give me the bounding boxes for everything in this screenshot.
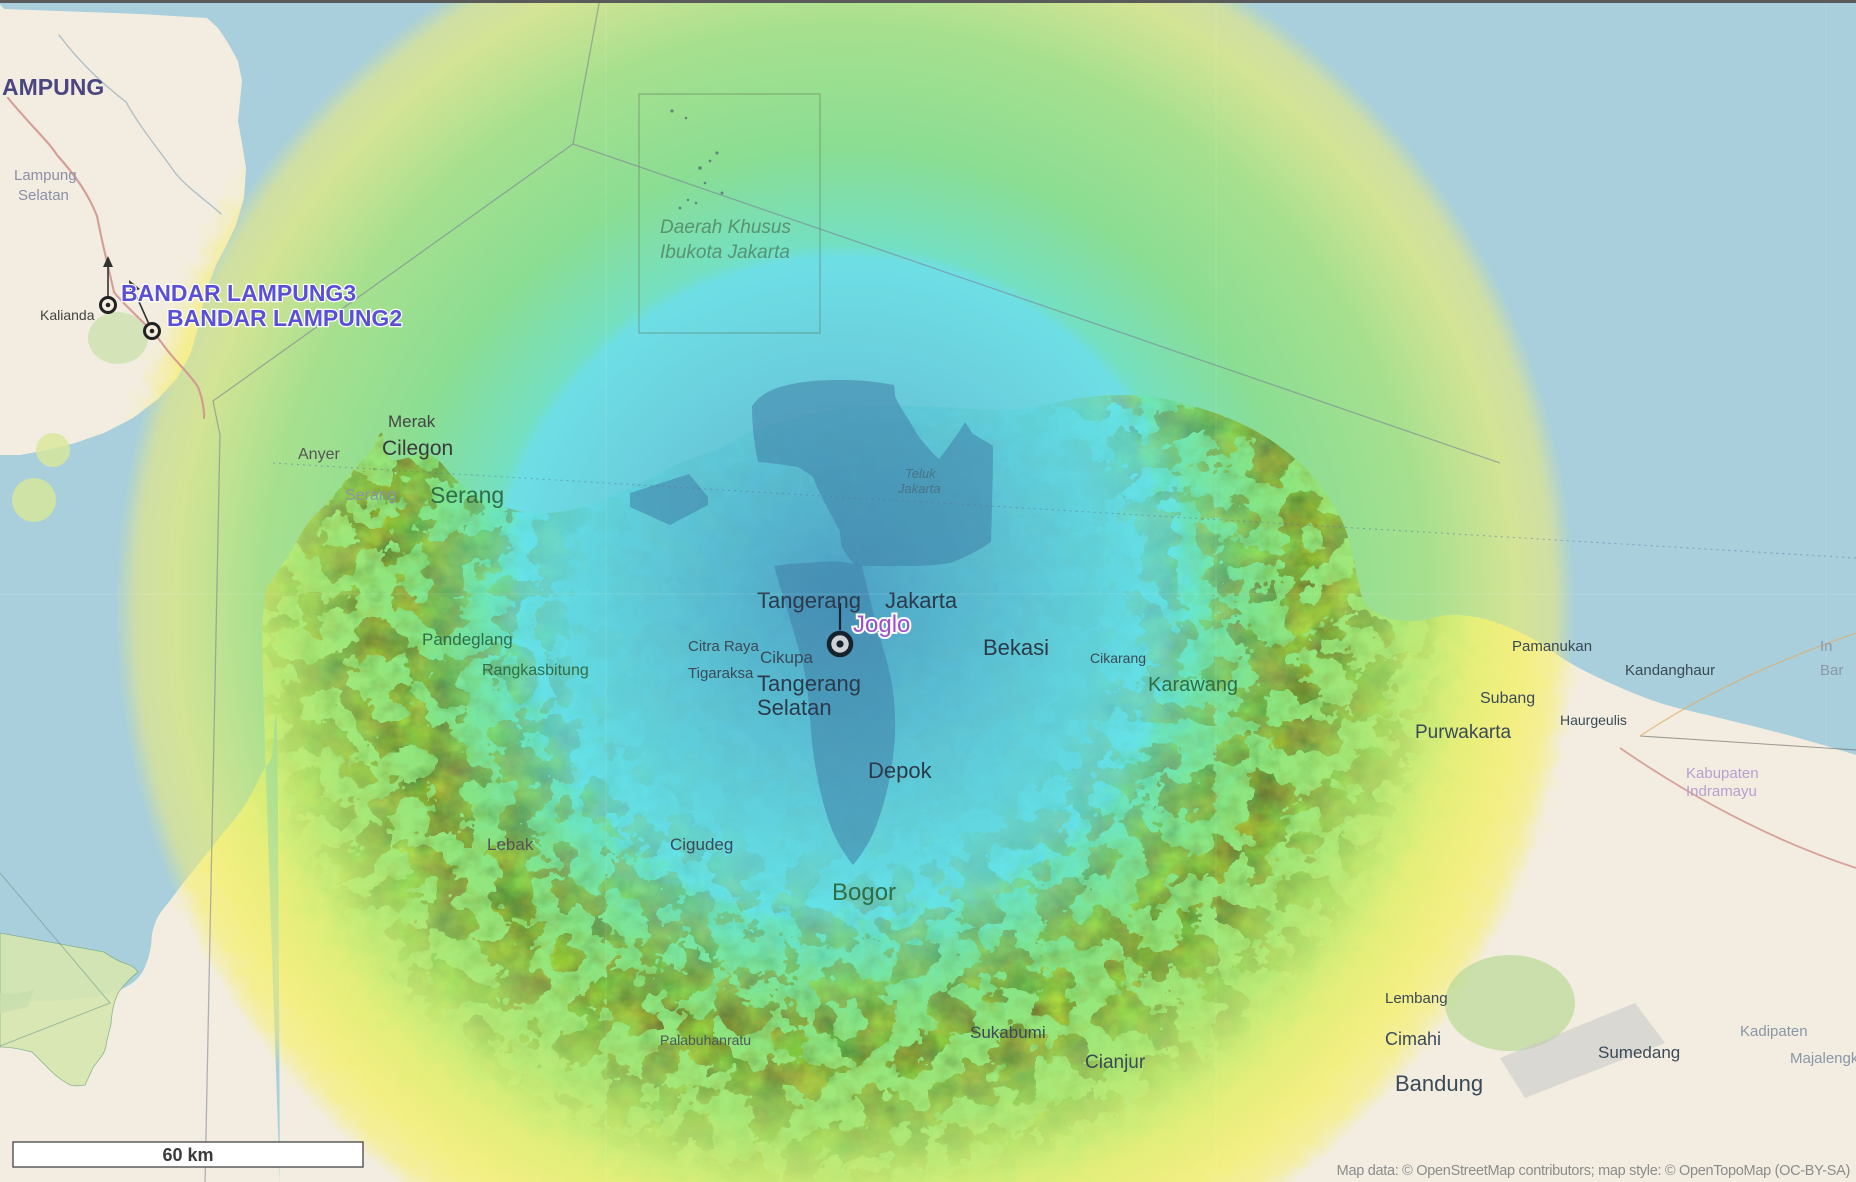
svg-text:Bandung: Bandung bbox=[1395, 1071, 1483, 1096]
svg-text:Lembang: Lembang bbox=[1385, 990, 1448, 1007]
svg-text:Pandeglang: Pandeglang bbox=[422, 630, 513, 649]
svg-text:Kalianda: Kalianda bbox=[40, 307, 95, 323]
svg-text:Serang: Serang bbox=[345, 487, 397, 504]
svg-text:Cimahi: Cimahi bbox=[1385, 1029, 1441, 1049]
svg-text:Teluk: Teluk bbox=[905, 466, 937, 481]
svg-text:60 km: 60 km bbox=[162, 1145, 213, 1165]
svg-text:Tangerang: Tangerang bbox=[757, 671, 861, 696]
svg-text:Anyer: Anyer bbox=[298, 446, 340, 463]
svg-text:Indramayu: Indramayu bbox=[1686, 783, 1757, 800]
svg-text:Rangkasbitung: Rangkasbitung bbox=[482, 662, 589, 679]
svg-text:Haurgeulis: Haurgeulis bbox=[1560, 712, 1627, 728]
svg-text:Kandanghaur: Kandanghaur bbox=[1625, 662, 1715, 679]
svg-text:Selatan: Selatan bbox=[757, 695, 832, 720]
svg-text:Selatan: Selatan bbox=[18, 187, 69, 204]
svg-text:Pamanukan: Pamanukan bbox=[1512, 638, 1592, 655]
svg-text:Sukabumi: Sukabumi bbox=[970, 1023, 1046, 1042]
svg-text:Purwakarta: Purwakarta bbox=[1415, 722, 1512, 743]
svg-text:Jakarta: Jakarta bbox=[885, 588, 958, 613]
svg-text:Lebak: Lebak bbox=[487, 835, 534, 854]
svg-text:Bekasi: Bekasi bbox=[983, 635, 1049, 660]
svg-text:Cianjur: Cianjur bbox=[1085, 1052, 1146, 1073]
svg-text:Cikupa: Cikupa bbox=[760, 648, 813, 667]
svg-text:Sumedang: Sumedang bbox=[1598, 1043, 1680, 1062]
svg-text:Bar: Bar bbox=[1820, 662, 1843, 679]
svg-text:Tangerang: Tangerang bbox=[757, 588, 861, 613]
svg-text:BANDAR LAMPUNG3: BANDAR LAMPUNG3 bbox=[121, 280, 356, 306]
svg-text:BANDAR LAMPUNG2: BANDAR LAMPUNG2 bbox=[167, 305, 402, 331]
svg-text:Serang: Serang bbox=[430, 482, 504, 508]
svg-text:Ibukota Jakarta: Ibukota Jakarta bbox=[660, 242, 790, 263]
svg-text:Depok: Depok bbox=[868, 758, 933, 783]
svg-text:Cikarang: Cikarang bbox=[1090, 650, 1146, 666]
svg-text:Majalengk: Majalengk bbox=[1790, 1050, 1856, 1067]
svg-text:Daerah Khusus: Daerah Khusus bbox=[660, 217, 791, 238]
svg-text:Map data: © OpenStreetMap cont: Map data: © OpenStreetMap contributors; … bbox=[1337, 1163, 1850, 1179]
svg-text:Bogor: Bogor bbox=[832, 879, 896, 906]
svg-text:Jakarta: Jakarta bbox=[897, 481, 941, 496]
svg-text:Kadipaten: Kadipaten bbox=[1740, 1023, 1808, 1040]
svg-text:Citra Raya: Citra Raya bbox=[688, 638, 760, 655]
svg-text:Kabupaten: Kabupaten bbox=[1686, 765, 1759, 782]
svg-text:Joglo: Joglo bbox=[853, 611, 910, 638]
svg-text:AMPUNG: AMPUNG bbox=[2, 74, 104, 100]
svg-text:Cilegon: Cilegon bbox=[382, 437, 453, 460]
svg-text:Karawang: Karawang bbox=[1148, 674, 1238, 696]
svg-text:Cigudeg: Cigudeg bbox=[670, 835, 733, 854]
svg-text:Subang: Subang bbox=[1480, 690, 1535, 707]
svg-text:Tigaraksa: Tigaraksa bbox=[688, 665, 754, 682]
svg-text:Lampung: Lampung bbox=[14, 167, 77, 184]
svg-text:Palabuhanratu: Palabuhanratu bbox=[660, 1032, 751, 1048]
svg-text:Merak: Merak bbox=[388, 412, 436, 431]
